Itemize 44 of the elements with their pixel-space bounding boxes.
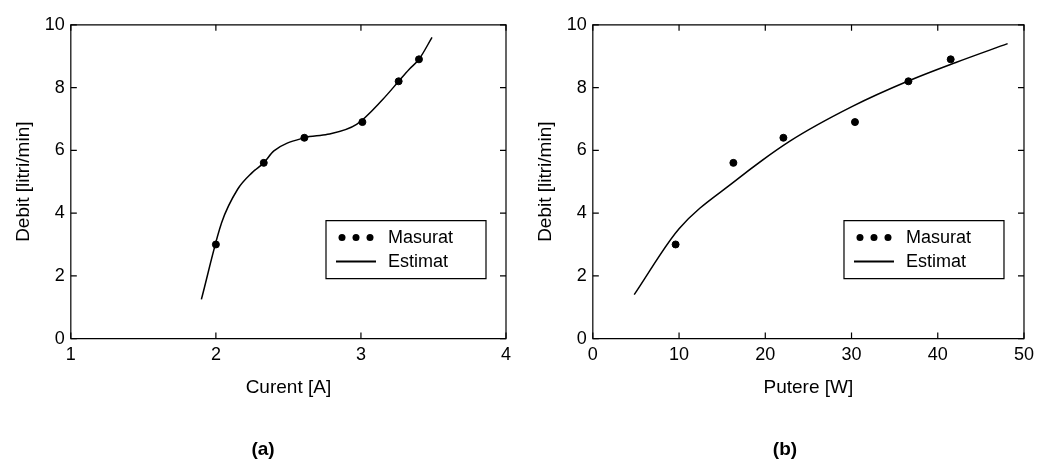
y-tick-label: 10 xyxy=(566,13,587,34)
y-tick-label: 4 xyxy=(576,202,587,223)
y-tick-label: 4 xyxy=(54,202,65,223)
point xyxy=(904,77,913,86)
y-tick-label: 0 xyxy=(54,327,65,348)
x-tick-label: 4 xyxy=(500,344,512,365)
x-tick-label: 50 xyxy=(1013,344,1034,365)
point xyxy=(671,240,680,249)
x-tick-label: 10 xyxy=(669,344,690,365)
point xyxy=(300,133,309,142)
x-tick-label: 30 xyxy=(841,344,862,365)
legend-label: Masurat xyxy=(905,226,972,247)
point xyxy=(946,55,955,64)
point xyxy=(211,240,220,249)
text: (a) xyxy=(251,438,275,460)
point xyxy=(779,133,788,142)
y-tick-label: 2 xyxy=(54,264,65,285)
legend-label: Estimat xyxy=(905,250,966,271)
point xyxy=(729,158,738,167)
x-tick-label: 3 xyxy=(355,344,366,365)
y-axis-title: Debit [litri/min] xyxy=(11,121,33,242)
legend-label: Masurat xyxy=(388,226,454,247)
y-tick-label: 8 xyxy=(576,76,587,97)
legend-label: Estimat xyxy=(388,250,449,271)
point xyxy=(414,55,423,64)
x-tick-label: 40 xyxy=(927,344,948,365)
x-tick-label: 2 xyxy=(210,344,221,365)
y-tick-label: 8 xyxy=(54,76,65,97)
point xyxy=(259,158,268,167)
text: (b) xyxy=(772,438,798,460)
x-axis-title: Putere [W] xyxy=(763,375,854,397)
y-tick-label: 10 xyxy=(44,13,65,34)
point xyxy=(358,118,367,127)
point xyxy=(394,77,403,86)
y-axis-title: Debit [litri/min] xyxy=(533,121,555,242)
line-series xyxy=(633,42,1009,296)
y-tick-label: 0 xyxy=(576,327,587,348)
y-tick-label: 6 xyxy=(54,139,65,160)
x-tick-label: 20 xyxy=(755,344,776,365)
point xyxy=(850,118,859,127)
y-tick-label: 6 xyxy=(576,139,587,160)
y-tick-label: 2 xyxy=(576,264,587,285)
x-axis-title: Curent [A] xyxy=(245,375,332,397)
x-tick-label: 1 xyxy=(65,344,76,365)
